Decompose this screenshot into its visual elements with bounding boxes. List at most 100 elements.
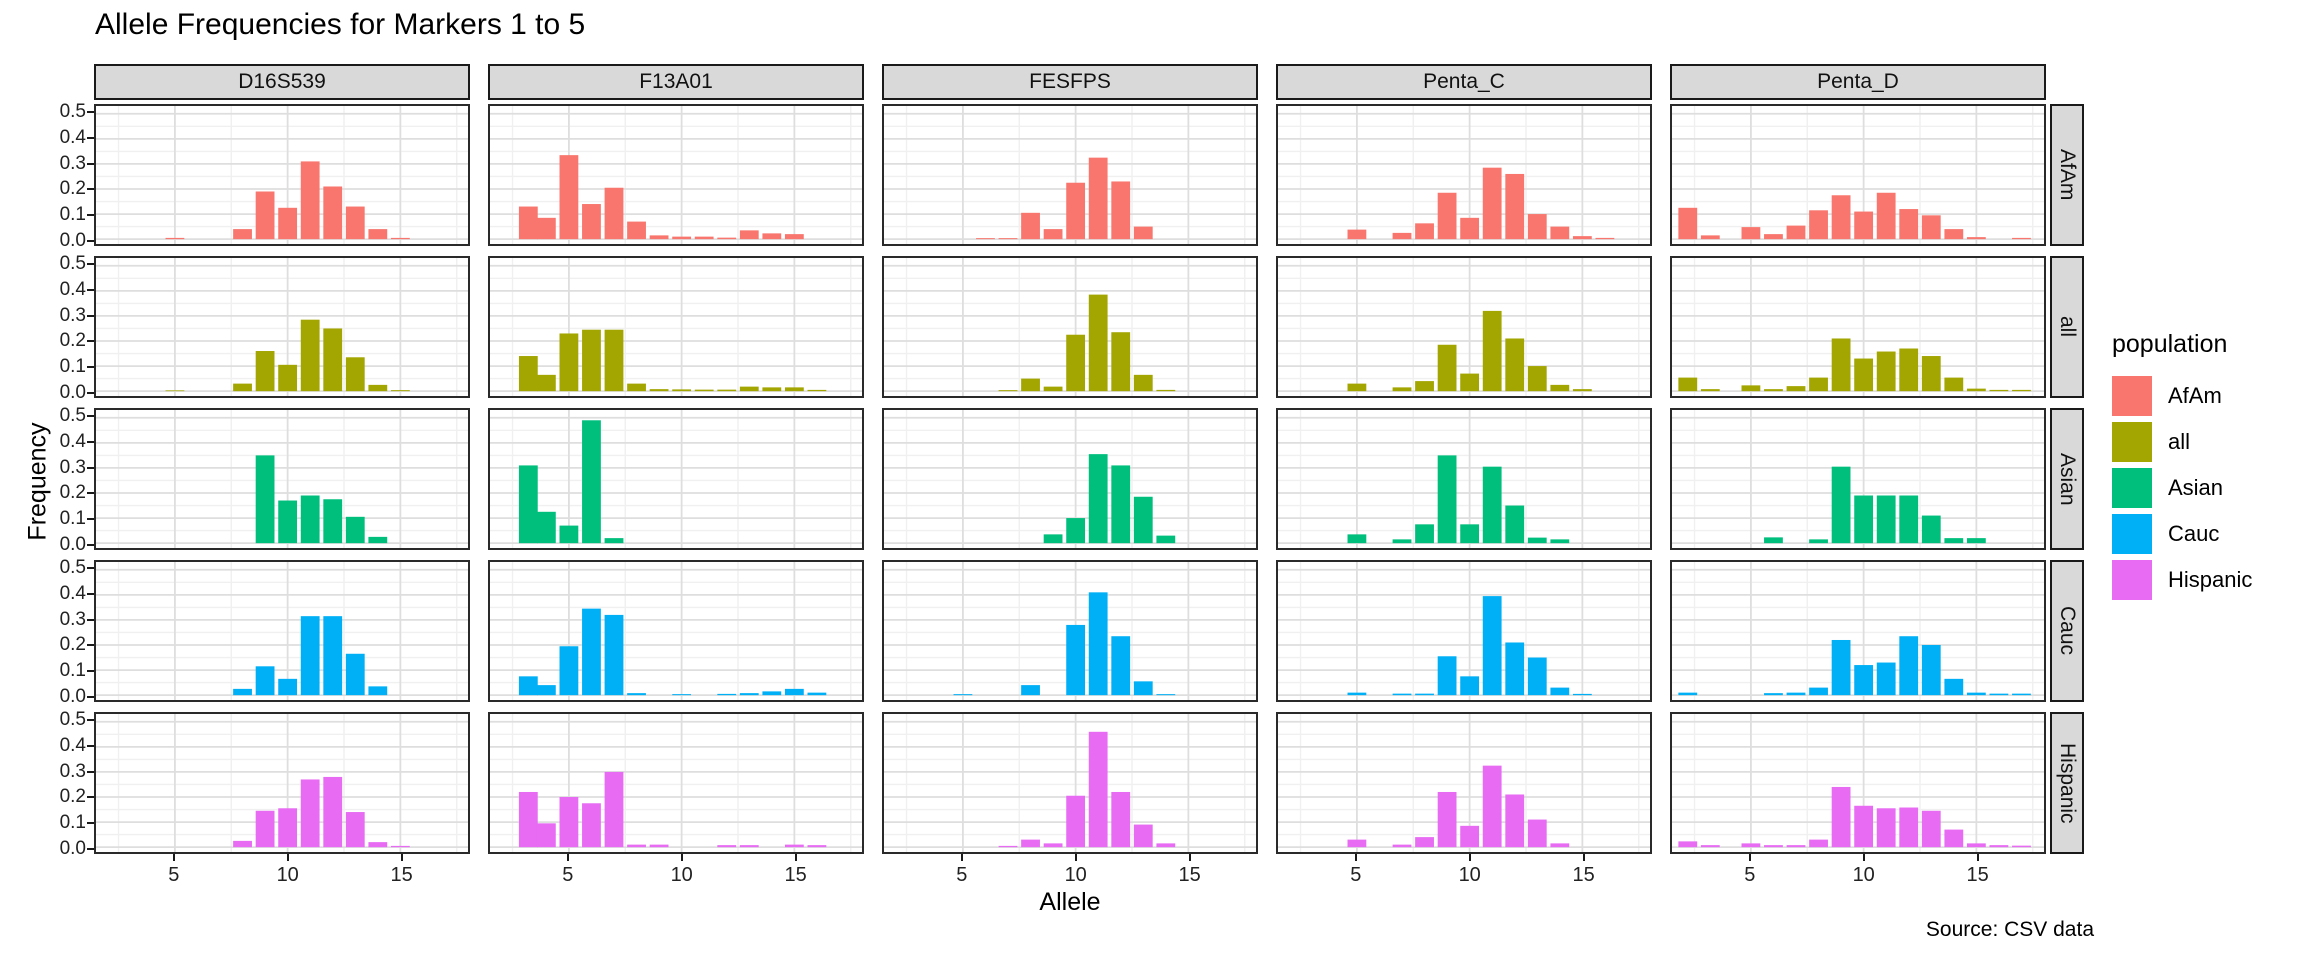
bar-D16S539-all-allele-9 (255, 351, 275, 392)
y-tick-label: 0.3 (59, 304, 86, 326)
legend-label: all (2168, 429, 2191, 454)
bar-F13A01-Cauc-allele-16 (807, 692, 827, 696)
bar-F13A01-all-allele-16 (807, 389, 827, 392)
x-tick-label: 10 (1458, 864, 1481, 886)
y-tick-mark (87, 214, 94, 217)
bar-F13A01-all-allele-6 (582, 329, 601, 392)
x-tick-label: 15 (390, 864, 413, 886)
bar-D16S539-all-allele-12 (323, 328, 343, 392)
bar-Penta_D-AfAm-allele-10 (1854, 211, 1874, 240)
bar-Penta_D-Cauc-allele-17 (2012, 693, 2031, 696)
bar-FESFPS-Hispanic-allele-14 (1156, 843, 1176, 848)
y-tick-label: 0.3 (59, 456, 86, 478)
bar-Penta_D-AfAm-allele-5 (1741, 227, 1761, 240)
legend-swatch-AfAm (2112, 376, 2152, 416)
y-tick-label: 0.3 (59, 152, 86, 174)
facet-panel-D16S539-Cauc (94, 560, 470, 702)
bar-Penta_D-AfAm-allele-3.2 (1700, 235, 1720, 240)
bar-Penta_C-Asian-allele-8 (1415, 524, 1434, 544)
bar-Penta_C-all-allele-11 (1482, 310, 1502, 392)
bar-D16S539-Hispanic-allele-15 (390, 845, 410, 848)
bar-F13A01-AfAm-allele-7 (604, 187, 624, 240)
bar-Penta_D-Asian-allele-13 (1921, 515, 1941, 544)
bar-Penta_C-Hispanic-allele-7 (1392, 844, 1412, 848)
bar-Penta_C-AfAm-allele-9 (1437, 192, 1457, 240)
bar-FESFPS-Asian-allele-14 (1156, 535, 1176, 544)
bar-Penta_D-Asian-allele-11 (1876, 495, 1896, 544)
bar-Penta_D-all-allele-8 (1809, 377, 1828, 392)
bar-D16S539-AfAm-allele-15 (390, 237, 410, 240)
bar-Penta_D-Cauc-allele-9 (1831, 639, 1851, 696)
y-tick-mark (87, 567, 94, 569)
x-tick-mark (400, 854, 403, 861)
facet-column-strip-Penta_D: Penta_D (1670, 64, 2046, 100)
bar-Penta_C-Asian-allele-5 (1347, 534, 1367, 544)
bar-F13A01-Cauc-allele-6 (582, 608, 601, 696)
bar-D16S539-all-allele-8 (233, 383, 252, 392)
bar-Penta_C-AfAm-allele-16 (1595, 237, 1615, 240)
bar-Penta_C-Hispanic-allele-13 (1527, 819, 1547, 848)
y-tick-label: 0.5 (59, 253, 86, 274)
bar-D16S539-Hispanic-allele-10 (278, 808, 298, 848)
bar-F13A01-Hispanic-allele-15 (784, 844, 804, 848)
x-tick-mark (1354, 854, 1357, 861)
bar-F13A01-Hispanic-allele-9 (649, 844, 669, 848)
bar-F13A01-AfAm-allele-5 (559, 155, 579, 240)
y-tick-label: 0.3 (59, 760, 86, 782)
bar-Penta_D-Asian-allele-12 (1899, 495, 1919, 544)
y-tick-mark (87, 392, 94, 394)
facet-panel-Penta_D-AfAm (1670, 104, 2046, 246)
bar-D16S539-Asian-allele-12 (323, 499, 343, 544)
bar-Penta_D-Asian-allele-10 (1854, 495, 1874, 544)
bar-D16S539-Cauc-allele-11 (300, 616, 320, 696)
legend: population AfAm all Asian Cauc Hispanic (2112, 330, 2302, 603)
bar-D16S539-Asian-allele-9 (255, 455, 275, 544)
bar-Penta_C-all-allele-10 (1460, 373, 1480, 392)
bar-F13A01-Hispanic-allele-4 (536, 823, 556, 848)
bar-F13A01-AfAm-allele-8 (627, 221, 646, 240)
bar-Penta_D-all-allele-7 (1786, 386, 1806, 392)
y-tick-label: 0.4 (59, 278, 86, 300)
bar-FESFPS-Cauc-allele-14 (1156, 694, 1176, 696)
bar-Penta_D-AfAm-allele-8 (1809, 210, 1828, 240)
y-tick-label: 0.5 (59, 405, 86, 426)
bar-Penta_C-Hispanic-allele-14 (1550, 843, 1570, 848)
bar-FESFPS-Cauc-allele-13 (1133, 681, 1153, 696)
bar-Penta_D-Cauc-allele-12 (1899, 636, 1919, 696)
bar-Penta_C-Asian-allele-9 (1437, 455, 1457, 544)
y-tick-label: 0.4 (59, 430, 86, 452)
bar-Penta_C-all-allele-12 (1505, 338, 1525, 392)
bar-D16S539-Cauc-allele-9 (255, 666, 275, 696)
y-tick-mark (87, 162, 94, 165)
bar-F13A01-Cauc-allele-4 (536, 685, 556, 696)
chart-title: Allele Frequencies for Markers 1 to 5 (95, 8, 586, 41)
y-tick-mark (87, 644, 94, 647)
bar-Penta_C-Hispanic-allele-12 (1505, 794, 1525, 848)
bar-FESFPS-AfAm-allele-7 (998, 238, 1018, 240)
x-tick-mark (566, 854, 569, 861)
bar-D16S539-AfAm-allele-11 (300, 161, 320, 240)
bar-Penta_D-Hispanic-allele-13 (1921, 810, 1941, 848)
bar-Penta_C-AfAm-allele-7 (1392, 232, 1412, 240)
bar-D16S539-AfAm-allele-8 (233, 229, 252, 240)
bar-FESFPS-Hispanic-allele-9 (1043, 843, 1063, 848)
y-tick-mark (87, 592, 94, 595)
bar-Penta_D-Hispanic-allele-15 (1966, 843, 1986, 848)
bar-D16S539-Hispanic-allele-14 (368, 842, 388, 848)
y-tick-label: 0.1 (59, 812, 86, 834)
legend-title: population (2112, 330, 2228, 358)
facet-panel-FESFPS-AfAm (882, 104, 1258, 246)
x-tick-mark (1748, 854, 1751, 861)
y-tick-mark (87, 492, 94, 495)
bar-F13A01-Cauc-allele-8 (627, 693, 646, 696)
bar-D16S539-AfAm-allele-12 (323, 186, 343, 240)
bar-F13A01-AfAm-allele-9 (649, 235, 669, 240)
bar-F13A01-AfAm-allele-14 (762, 233, 782, 240)
bar-F13A01-Hispanic-allele-5 (559, 796, 579, 848)
bar-Penta_D-all-allele-9 (1831, 338, 1851, 392)
bar-F13A01-all-allele-5 (559, 333, 579, 392)
bar-F13A01-all-allele-10 (672, 389, 692, 392)
bar-Penta_C-AfAm-allele-10 (1460, 217, 1480, 240)
y-tick-mark (87, 696, 94, 698)
facet-panel-Penta_C-AfAm (1276, 104, 1652, 246)
